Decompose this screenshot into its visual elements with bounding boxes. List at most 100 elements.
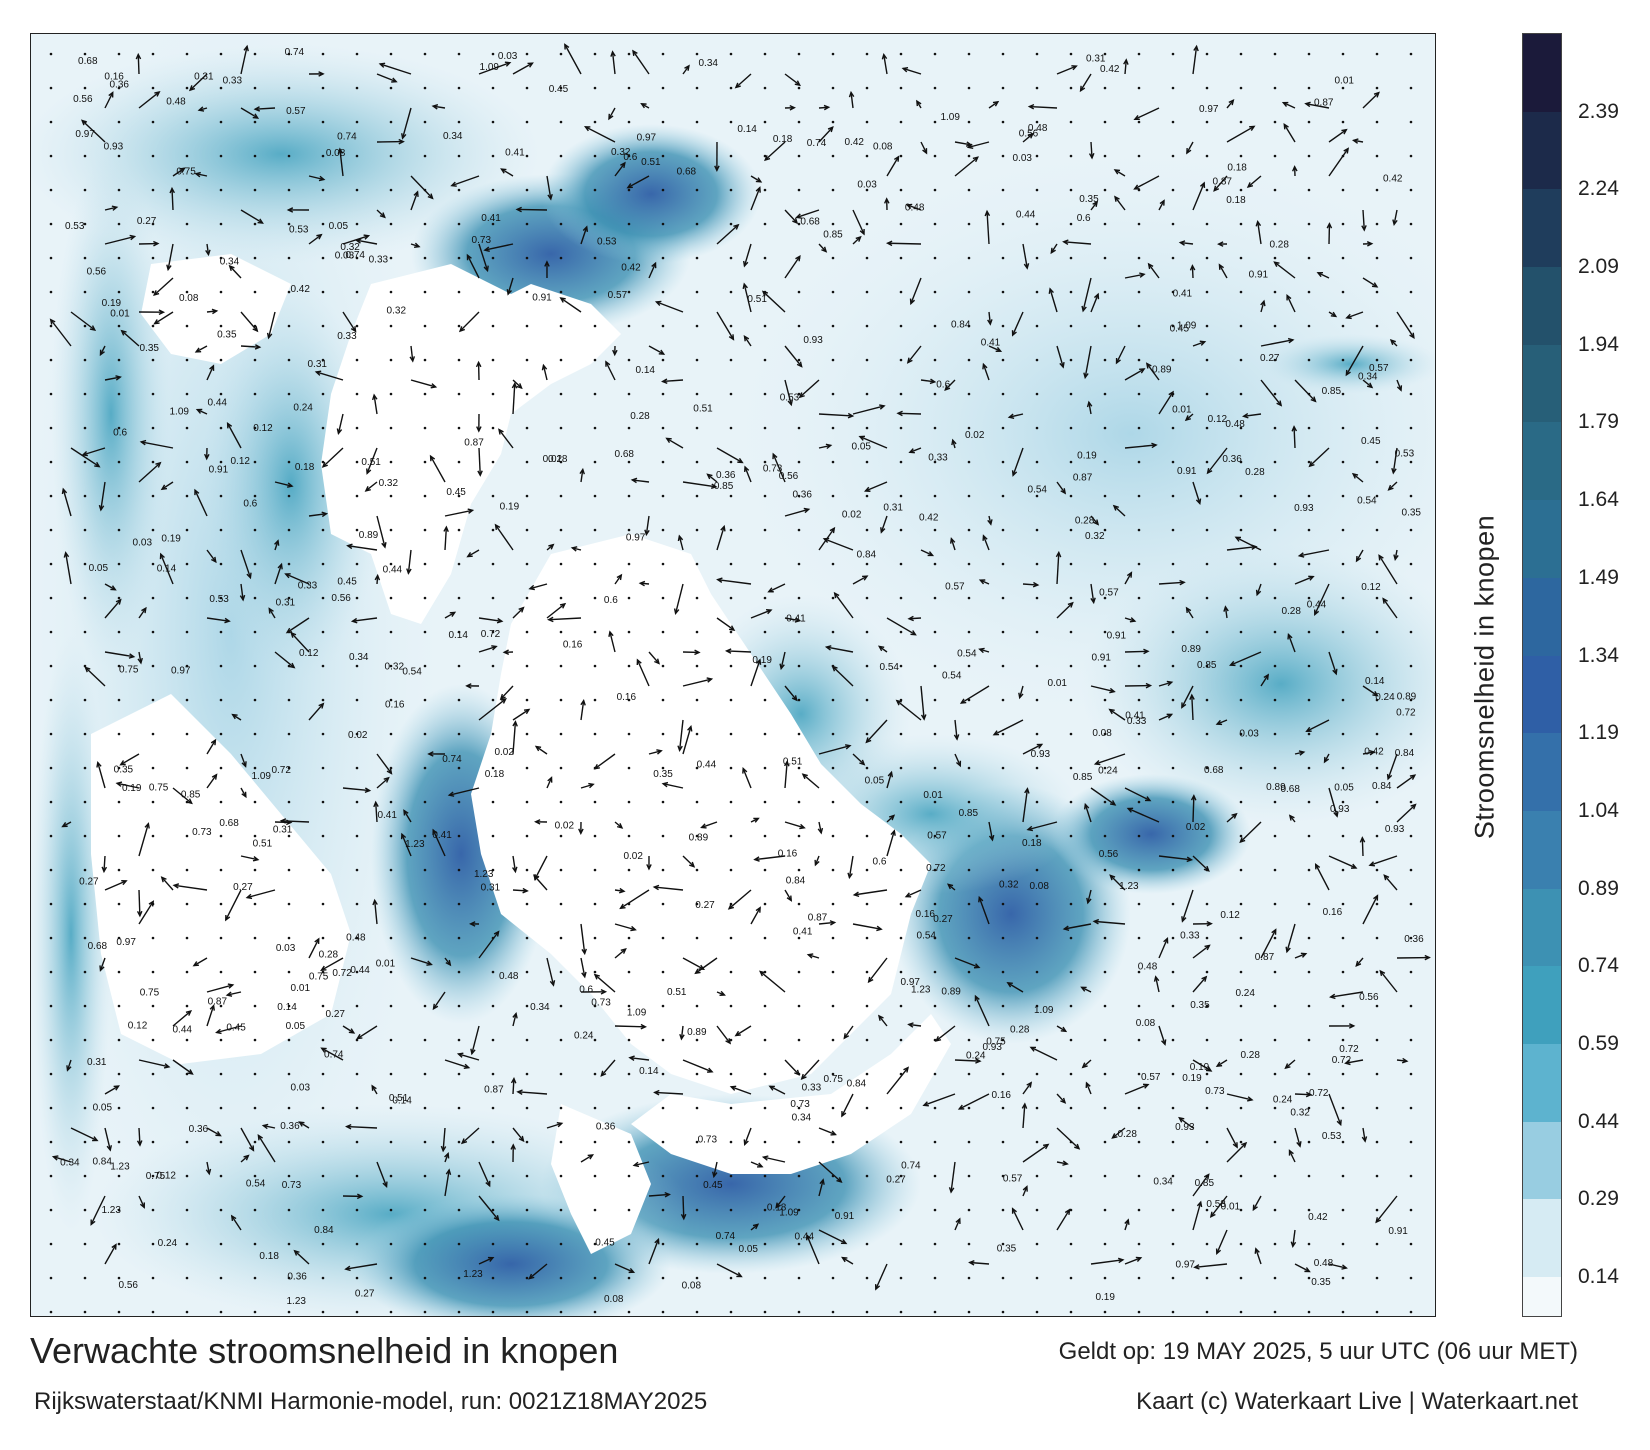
current-arrow: [374, 573, 381, 585]
grid-dot: [1341, 494, 1345, 498]
grid-dot: [321, 290, 325, 294]
current-arrow: [920, 685, 927, 721]
grid-dot: [933, 290, 937, 294]
current-arrow: [1158, 713, 1174, 721]
grid-dot: [457, 1242, 461, 1246]
grid-dot: [865, 1004, 869, 1008]
current-arrow: [1273, 261, 1296, 279]
current-arrow: [716, 617, 736, 632]
grid-dot: [1375, 86, 1379, 90]
current-speed-map[interactable]: 0.28 0.36 0.34 0.35 0.19 0.18 0.27 0.41 0.16 0.14…: [30, 33, 1436, 1317]
grid-dot: [1035, 596, 1039, 600]
grid-dot: [525, 1310, 529, 1314]
grid-dot: [491, 52, 495, 56]
grid-dot: [831, 596, 835, 600]
speed-label: 0.27: [1260, 353, 1280, 364]
grid-dot: [1307, 698, 1311, 702]
grid-dot: [287, 154, 291, 158]
current-arrow: [119, 753, 140, 766]
speed-label: 0.16: [563, 640, 583, 651]
grid-dot: [491, 834, 495, 838]
legend-band: [1523, 1199, 1561, 1279]
current-arrow: [1192, 481, 1202, 506]
grid-dot: [287, 1310, 291, 1314]
grid-dot: [1205, 630, 1209, 634]
speed-label: 0.45: [337, 577, 357, 588]
northwest-land: [141, 254, 291, 364]
speed-label: 0.02: [555, 821, 575, 832]
grid-dot: [695, 664, 699, 668]
current-arrow: [648, 651, 660, 665]
grid-dot: [185, 1276, 189, 1280]
current-arrow: [682, 649, 701, 656]
speed-label: 0.68: [800, 217, 820, 228]
grid-dot: [865, 732, 869, 736]
speed-label: 0.36: [109, 79, 129, 90]
grid-dot: [593, 188, 597, 192]
grid-dot: [831, 1208, 835, 1212]
current-arrow: [534, 745, 548, 755]
speed-label: 0.91: [1249, 270, 1269, 281]
speed-label: 0.31: [273, 824, 293, 835]
grid-dot: [321, 460, 325, 464]
current-arrow: [403, 809, 412, 823]
grid-dot: [1273, 1140, 1277, 1144]
grid-dot: [1239, 120, 1243, 124]
current-arrow: [1316, 272, 1330, 279]
current-arrow: [470, 1025, 480, 1056]
grid-dot: [1409, 188, 1413, 192]
speed-label: 0.68: [615, 449, 635, 460]
grid-dot: [1409, 936, 1413, 940]
grid-dot: [1001, 290, 1005, 294]
grid-dot: [423, 834, 427, 838]
grid-dot: [763, 698, 767, 702]
current-arrow: [784, 617, 802, 623]
grid-dot: [627, 1174, 631, 1178]
grid-dot: [423, 1004, 427, 1008]
grid-dot: [1137, 698, 1141, 702]
grid-dot: [1069, 52, 1073, 56]
current-arrow: [136, 1127, 143, 1147]
current-arrow: [648, 749, 663, 755]
grid-dot: [559, 494, 563, 498]
grid-dot: [83, 426, 87, 430]
current-arrow: [228, 264, 242, 279]
grid-dot: [1069, 1106, 1073, 1110]
grid-dot: [729, 256, 733, 260]
grid-dot: [967, 1208, 971, 1212]
current-arrow: [169, 186, 176, 211]
grid-dot: [1375, 970, 1379, 974]
current-arrow: [881, 52, 888, 75]
grid-dot: [899, 562, 903, 566]
speed-label: 0.93: [982, 1042, 1002, 1053]
grid-dot: [729, 222, 733, 226]
current-arrow: [801, 773, 820, 789]
speed-label: 0.36: [287, 1272, 307, 1283]
current-arrow: [1081, 277, 1092, 313]
current-arrow: [1056, 1025, 1068, 1033]
speed-label: 0.33: [802, 1083, 822, 1094]
current-arrow: [1145, 362, 1160, 381]
grid-dot: [763, 902, 767, 906]
grid-dot: [899, 256, 903, 260]
speed-label: 0.36: [716, 470, 736, 481]
current-arrow: [206, 617, 231, 624]
speed-label: 0.54: [957, 649, 977, 660]
grid-dot: [1035, 1174, 1039, 1178]
grid-dot: [1205, 902, 1209, 906]
grid-dot: [593, 1310, 597, 1314]
grid-dot: [117, 290, 121, 294]
grid-dot: [1001, 698, 1005, 702]
grid-dot: [797, 222, 801, 226]
grid-dot: [355, 562, 359, 566]
current-arrow: [371, 1084, 378, 1095]
legend-tick-label: 2.24: [1578, 177, 1619, 201]
grid-dot: [661, 1140, 665, 1144]
grid-dot: [1171, 1106, 1175, 1110]
grid-dot: [627, 1242, 631, 1246]
grid-dot: [695, 1242, 699, 1246]
current-arrow: [841, 1093, 854, 1118]
grid-dot: [1409, 698, 1413, 702]
grid-dot: [287, 188, 291, 192]
current-arrow: [1226, 812, 1238, 823]
